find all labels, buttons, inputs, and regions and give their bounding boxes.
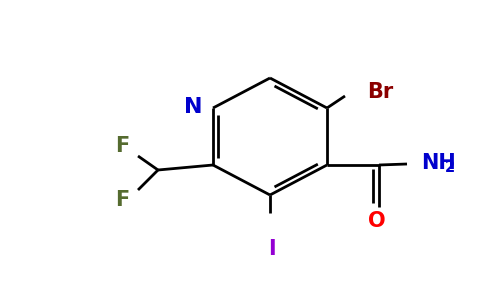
- Text: I: I: [268, 239, 276, 259]
- Text: F: F: [115, 136, 129, 156]
- Text: N: N: [184, 97, 203, 117]
- Text: F: F: [115, 190, 129, 210]
- Text: Br: Br: [367, 82, 393, 102]
- Text: NH: NH: [421, 153, 456, 173]
- Text: 2: 2: [445, 160, 455, 175]
- Text: O: O: [368, 211, 386, 231]
